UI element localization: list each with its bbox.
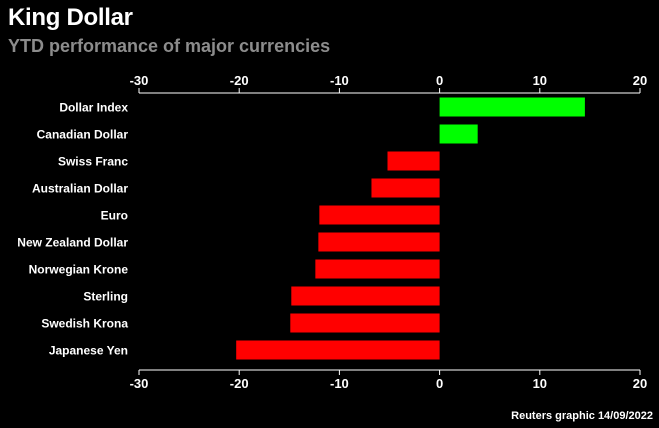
category-label: Australian Dollar — [32, 182, 128, 196]
top-tick-label: -10 — [330, 73, 349, 88]
source-credit: Reuters graphic 14/09/2022 — [511, 410, 653, 422]
bar-sterling — [291, 286, 440, 306]
category-label: Swiss Franc — [58, 155, 128, 169]
bottom-tick-label: -20 — [230, 376, 249, 391]
category-labels: Dollar Index Canadian Dollar Swiss Franc Au… — [17, 101, 128, 358]
top-tick-label: -20 — [230, 73, 249, 88]
category-label: Swedish Krona — [41, 317, 128, 331]
bottom-tick-label: -30 — [130, 376, 149, 391]
bottom-tick-label: -10 — [330, 376, 349, 391]
category-label: New Zealand Dollar — [17, 236, 128, 250]
bar-euro — [319, 205, 440, 225]
bar-norwegian-krone — [315, 259, 440, 279]
category-label: Canadian Dollar — [37, 128, 129, 142]
bar-swedish-krona — [290, 313, 440, 333]
top-tick-label: -30 — [130, 73, 149, 88]
bar-dollar-index — [439, 97, 585, 117]
top-tick-label: 10 — [533, 73, 547, 88]
bar-canadian-dollar — [439, 124, 478, 144]
category-label: Norwegian Krone — [29, 263, 129, 277]
bar-australian-dollar — [371, 178, 440, 198]
bottom-tick-label: 10 — [533, 376, 547, 391]
bar-swiss-franc — [387, 151, 440, 171]
bars — [236, 97, 585, 360]
category-label: Dollar Index — [59, 101, 128, 115]
chart-subtitle: YTD performance of major currencies — [8, 36, 331, 56]
category-label: Japanese Yen — [49, 344, 128, 358]
bottom-tick-label: 0 — [436, 376, 443, 391]
bar-new-zealand-dollar — [318, 232, 440, 252]
category-label: Sterling — [83, 290, 128, 304]
bottom-tick-label: 20 — [633, 376, 647, 391]
top-tick-label: 20 — [633, 73, 647, 88]
top-tick-label: 0 — [436, 73, 443, 88]
chart-title: King Dollar — [8, 4, 133, 31]
bar-japanese-yen — [236, 340, 440, 360]
category-label: Euro — [101, 209, 128, 223]
axes: -30 -30 -20 -20 -10 -10 0 0 10 10 20 20 — [130, 73, 648, 391]
